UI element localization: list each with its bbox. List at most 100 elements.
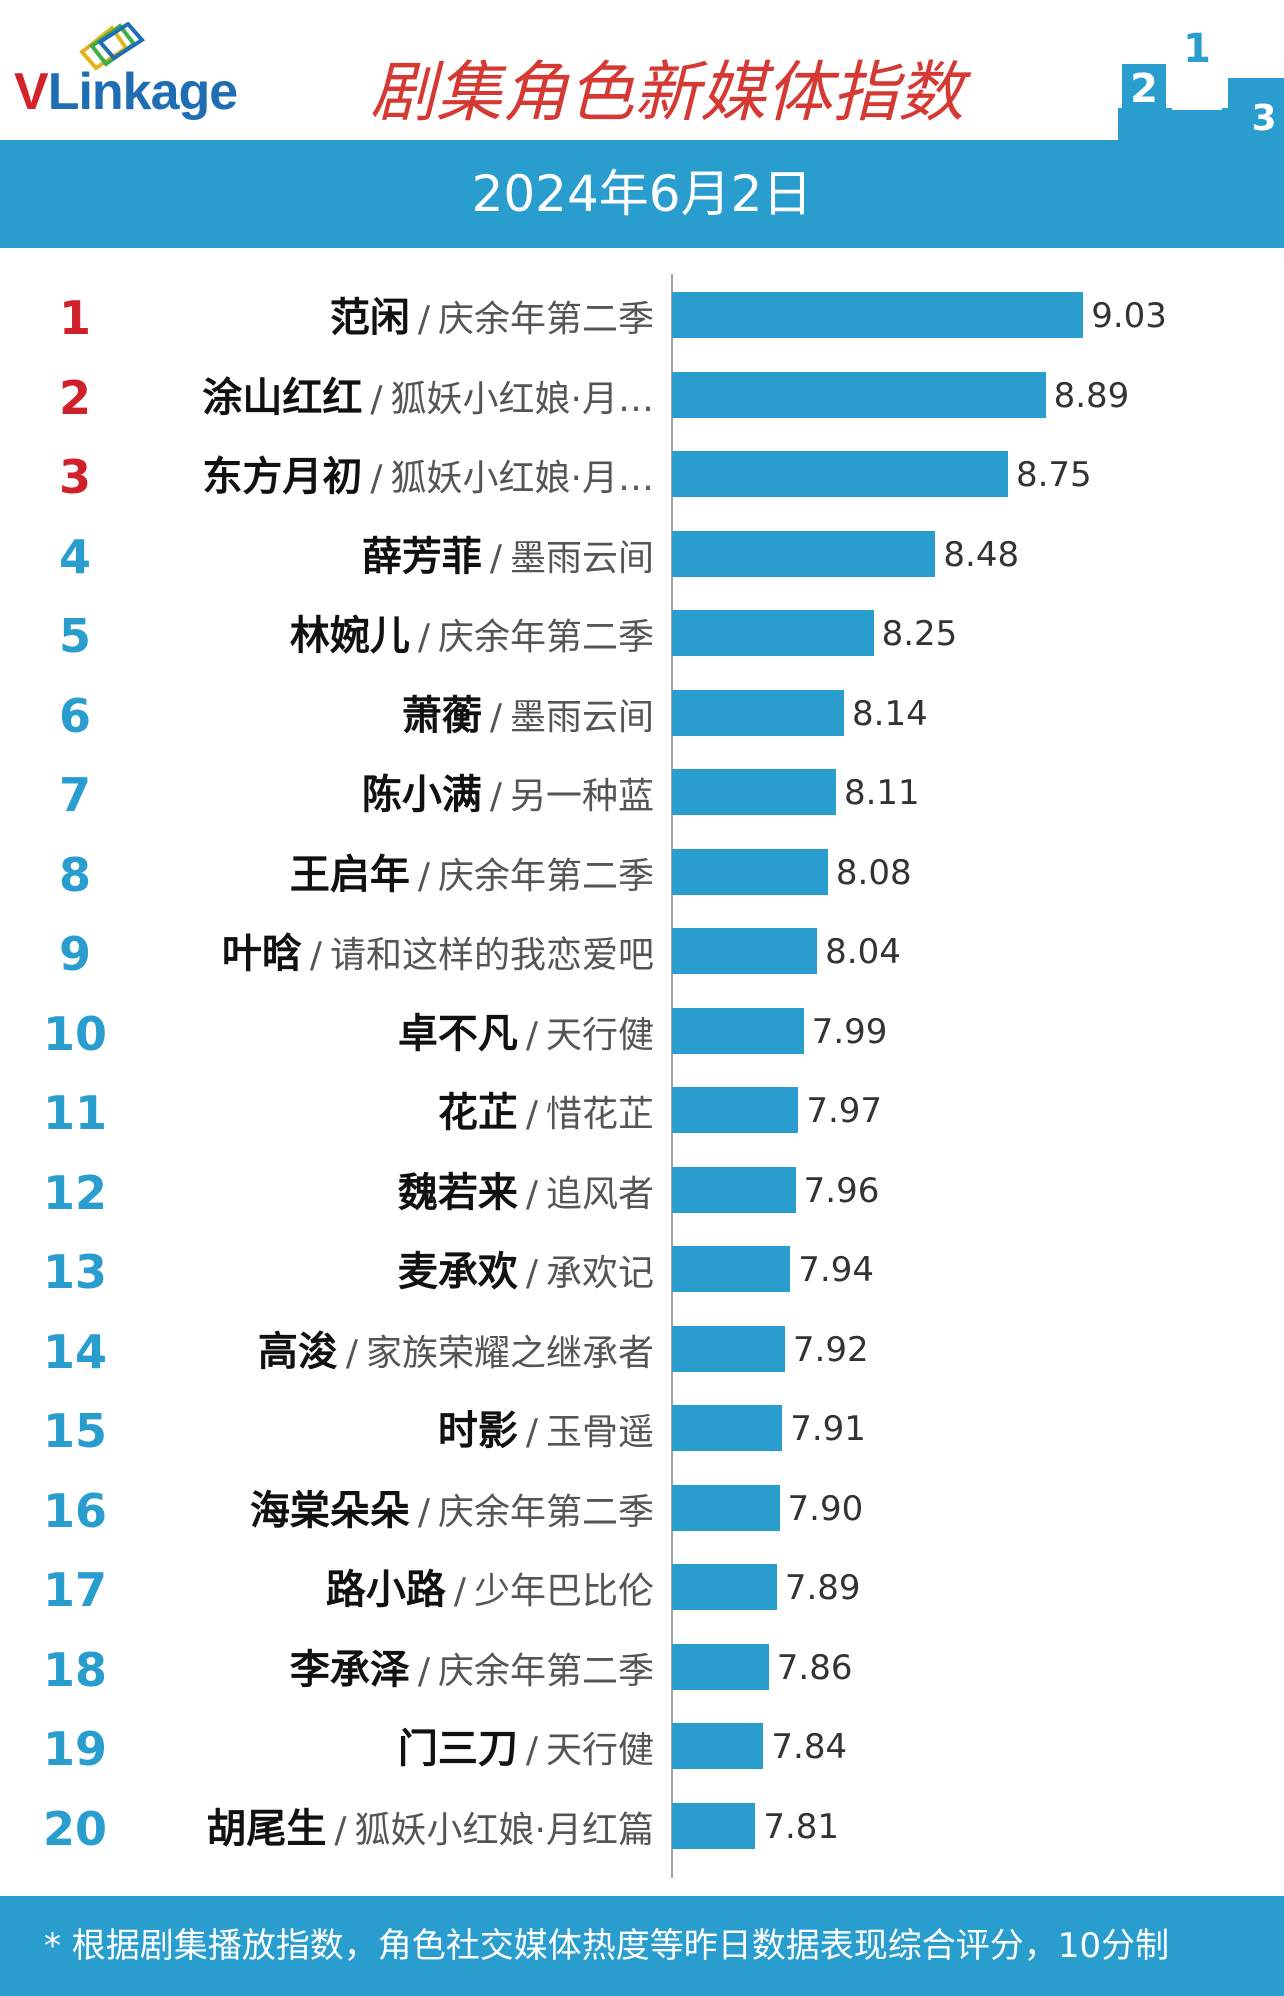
chart-row: 5 林婉儿 / 庆余年第二季 8.25 [0,596,1284,676]
character-name: 魏若来 [397,1169,518,1216]
character-name: 麦承欢 [397,1249,518,1295]
show-title: 天行健 [545,1730,654,1771]
value-label: 8.89 [1053,375,1130,416]
row-label: 麦承欢 / 承欢记 [398,1232,654,1312]
logo-v: V [14,63,49,121]
character-name: 王启年 [289,851,410,898]
chart-axis-line [671,274,673,1878]
value-label: 8.04 [825,932,901,972]
label-separator: / [525,1094,538,1135]
chart-row: 20 胡尾生 / 狐妖小红娘·月红篇 7.81 [0,1789,1284,1869]
podium-label-2: 2 [1130,66,1158,112]
podium-label-3: 3 [1251,98,1276,139]
label-separator: / [334,1809,347,1851]
chart-row: 8 王启年 / 庆余年第二季 8.08 [0,835,1284,915]
page-title: 剧集角色新媒体指数 [370,54,964,131]
logo-rest: Linkage [47,63,238,121]
show-title: 追风者 [545,1173,654,1215]
label-separator: / [370,378,383,420]
row-label: 陈小满 / 另一种蓝 [362,755,654,835]
chart-row: 13 麦承欢 / 承欢记 7.94 [0,1232,1284,1312]
rank-number: 8 [58,847,91,902]
footer-note: * 根据剧集播放指数，角色社交媒体热度等昨日数据表现综合评分，10分制 [44,1926,1170,1966]
chart-row: 14 高浚 / 家族荣耀之继承者 7.92 [0,1312,1284,1392]
character-name: 花芷 [437,1090,518,1136]
chart-row: 1 范闲 / 庆余年第二季 9.03 [0,278,1284,358]
value-bar [672,1643,769,1690]
rank-number: 7 [58,768,91,822]
character-name: 李承泽 [289,1646,410,1693]
value-label: 7.91 [790,1409,866,1449]
value-label: 8.48 [943,534,1020,575]
show-title: 玉骨遥 [545,1412,654,1453]
show-title: 家族荣耀之继承者 [365,1332,654,1374]
character-name: 路小路 [325,1567,446,1613]
rank-number: 1 [58,291,91,345]
label-separator: / [417,617,430,658]
character-name: 萧蘅 [401,692,482,739]
chart-row: 11 花芷 / 惜花芷 7.97 [0,1073,1284,1153]
row-label: 范闲 / 庆余年第二季 [330,278,654,358]
value-label: 7.86 [776,1647,853,1688]
row-label: 卓不凡 / 天行健 [398,994,654,1074]
value-label: 8.11 [843,773,920,813]
value-label: 7.99 [811,1011,888,1052]
value-label: 7.94 [798,1250,874,1290]
value-label: 7.89 [784,1568,861,1608]
show-title: 天行健 [545,1014,654,1056]
row-label: 林婉儿 / 庆余年第二季 [290,596,654,676]
rank-number: 17 [42,1563,107,1617]
value-label: 8.25 [881,614,958,654]
label-separator: / [417,1491,430,1533]
character-name: 林婉儿 [289,613,410,659]
character-name: 时影 [437,1408,518,1454]
chart-row: 18 李承泽 / 庆余年第二季 7.86 [0,1630,1284,1710]
row-label: 花芷 / 惜花芷 [438,1073,654,1153]
label-separator: / [417,1650,430,1692]
value-label: 7.96 [803,1170,880,1211]
show-title: 另一种蓝 [509,776,654,817]
rank-number: 19 [42,1722,107,1776]
show-title: 庆余年第二季 [437,617,654,658]
show-title: 狐妖小红娘·月红篇 [354,1809,654,1851]
chart-row: 16 海棠朵朵 / 庆余年第二季 7.90 [0,1471,1284,1551]
rank-number: 16 [42,1483,107,1538]
show-title: 狐妖小红娘·月… [390,378,654,420]
row-label: 叶晗 / 请和这样的我恋爱吧 [222,914,654,994]
value-label: 8.75 [1015,455,1092,495]
show-title: 庆余年第二季 [437,1650,654,1692]
value-label: 9.03 [1091,296,1167,336]
chart-row: 2 涂山红红 / 狐妖小红娘·月… 8.89 [0,358,1284,438]
character-name: 东方月初 [202,454,363,500]
row-label: 胡尾生 / 狐妖小红娘·月红篇 [206,1789,654,1869]
show-title: 请和这样的我恋爱吧 [329,935,654,976]
chart-row: 15 时影 / 玉骨遥 7.91 [0,1391,1284,1471]
show-title: 庆余年第二季 [437,855,654,897]
value-label: 7.92 [792,1329,869,1370]
value-label: 7.90 [787,1488,864,1529]
rank-number: 3 [58,450,91,504]
chart-date: 2024年6月2日 [471,165,813,223]
label-separator: / [525,1253,538,1294]
value-bar [672,1007,804,1054]
value-label: 7.84 [771,1727,848,1767]
show-title: 承欢记 [545,1253,654,1294]
label-separator: / [525,1730,538,1771]
rank-number: 6 [58,688,91,743]
value-bar [672,1564,777,1610]
character-name: 薛芳菲 [361,533,482,580]
label-separator: / [525,1014,538,1056]
label-separator: / [489,696,502,738]
value-label: 7.81 [763,1806,840,1847]
row-label: 萧蘅 / 墨雨云间 [402,676,654,756]
chart-row: 10 卓不凡 / 天行健 7.99 [0,994,1284,1074]
chart-row: 19 门三刀 / 天行健 7.84 [0,1709,1284,1789]
ranking-chart: 1 范闲 / 庆余年第二季 9.03 2 涂山红红 / 狐妖小红娘·月… 8.89 3 东方月初 / 狐妖… [0,248,1284,1888]
value-bar [672,1802,756,1849]
character-name: 叶晗 [221,931,302,977]
character-name: 海棠朵朵 [249,1487,410,1534]
show-title: 狐妖小红娘·月… [390,458,654,499]
rank-number: 15 [42,1404,107,1458]
value-label: 8.14 [852,693,928,734]
character-name: 高浚 [257,1328,338,1375]
